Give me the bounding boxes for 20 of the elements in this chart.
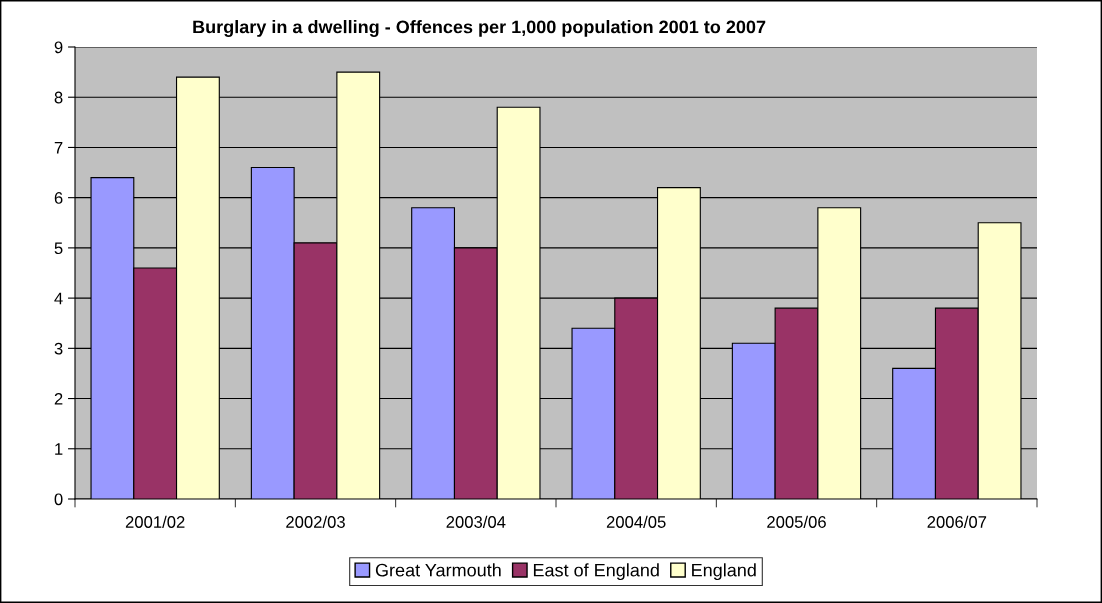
y-tick-label: 7: [54, 142, 63, 154]
y-tick-label: 6: [54, 192, 63, 204]
legend-label: England: [692, 563, 756, 581]
legend-label: East of England: [533, 563, 659, 581]
y-tick-label: 8: [54, 91, 63, 104]
y-tick-label: 9: [54, 41, 63, 54]
x-tick-label: 2004/05: [606, 515, 666, 528]
y-tick-label: 2: [54, 392, 63, 405]
x-tick-label: 2002/03: [286, 515, 345, 528]
x-tick-label: 2005/06: [767, 515, 826, 528]
chart-title: Burglary in a dwelling - Offences per 1,000 population 2001 to 2007: [193, 20, 766, 37]
y-tick-label: 0: [54, 493, 63, 506]
x-tick-label: 2006/07: [927, 515, 987, 528]
y-tick-label: 3: [54, 342, 63, 355]
y-tick-label: 1: [55, 443, 63, 455]
y-tick-label: 4: [54, 292, 63, 305]
x-tick-label: 2001/02: [125, 515, 185, 528]
y-tick-label: 5: [54, 242, 63, 255]
legend-label: Great Yarmouth: [375, 563, 501, 577]
x-tick-label: 2003/04: [446, 515, 506, 528]
